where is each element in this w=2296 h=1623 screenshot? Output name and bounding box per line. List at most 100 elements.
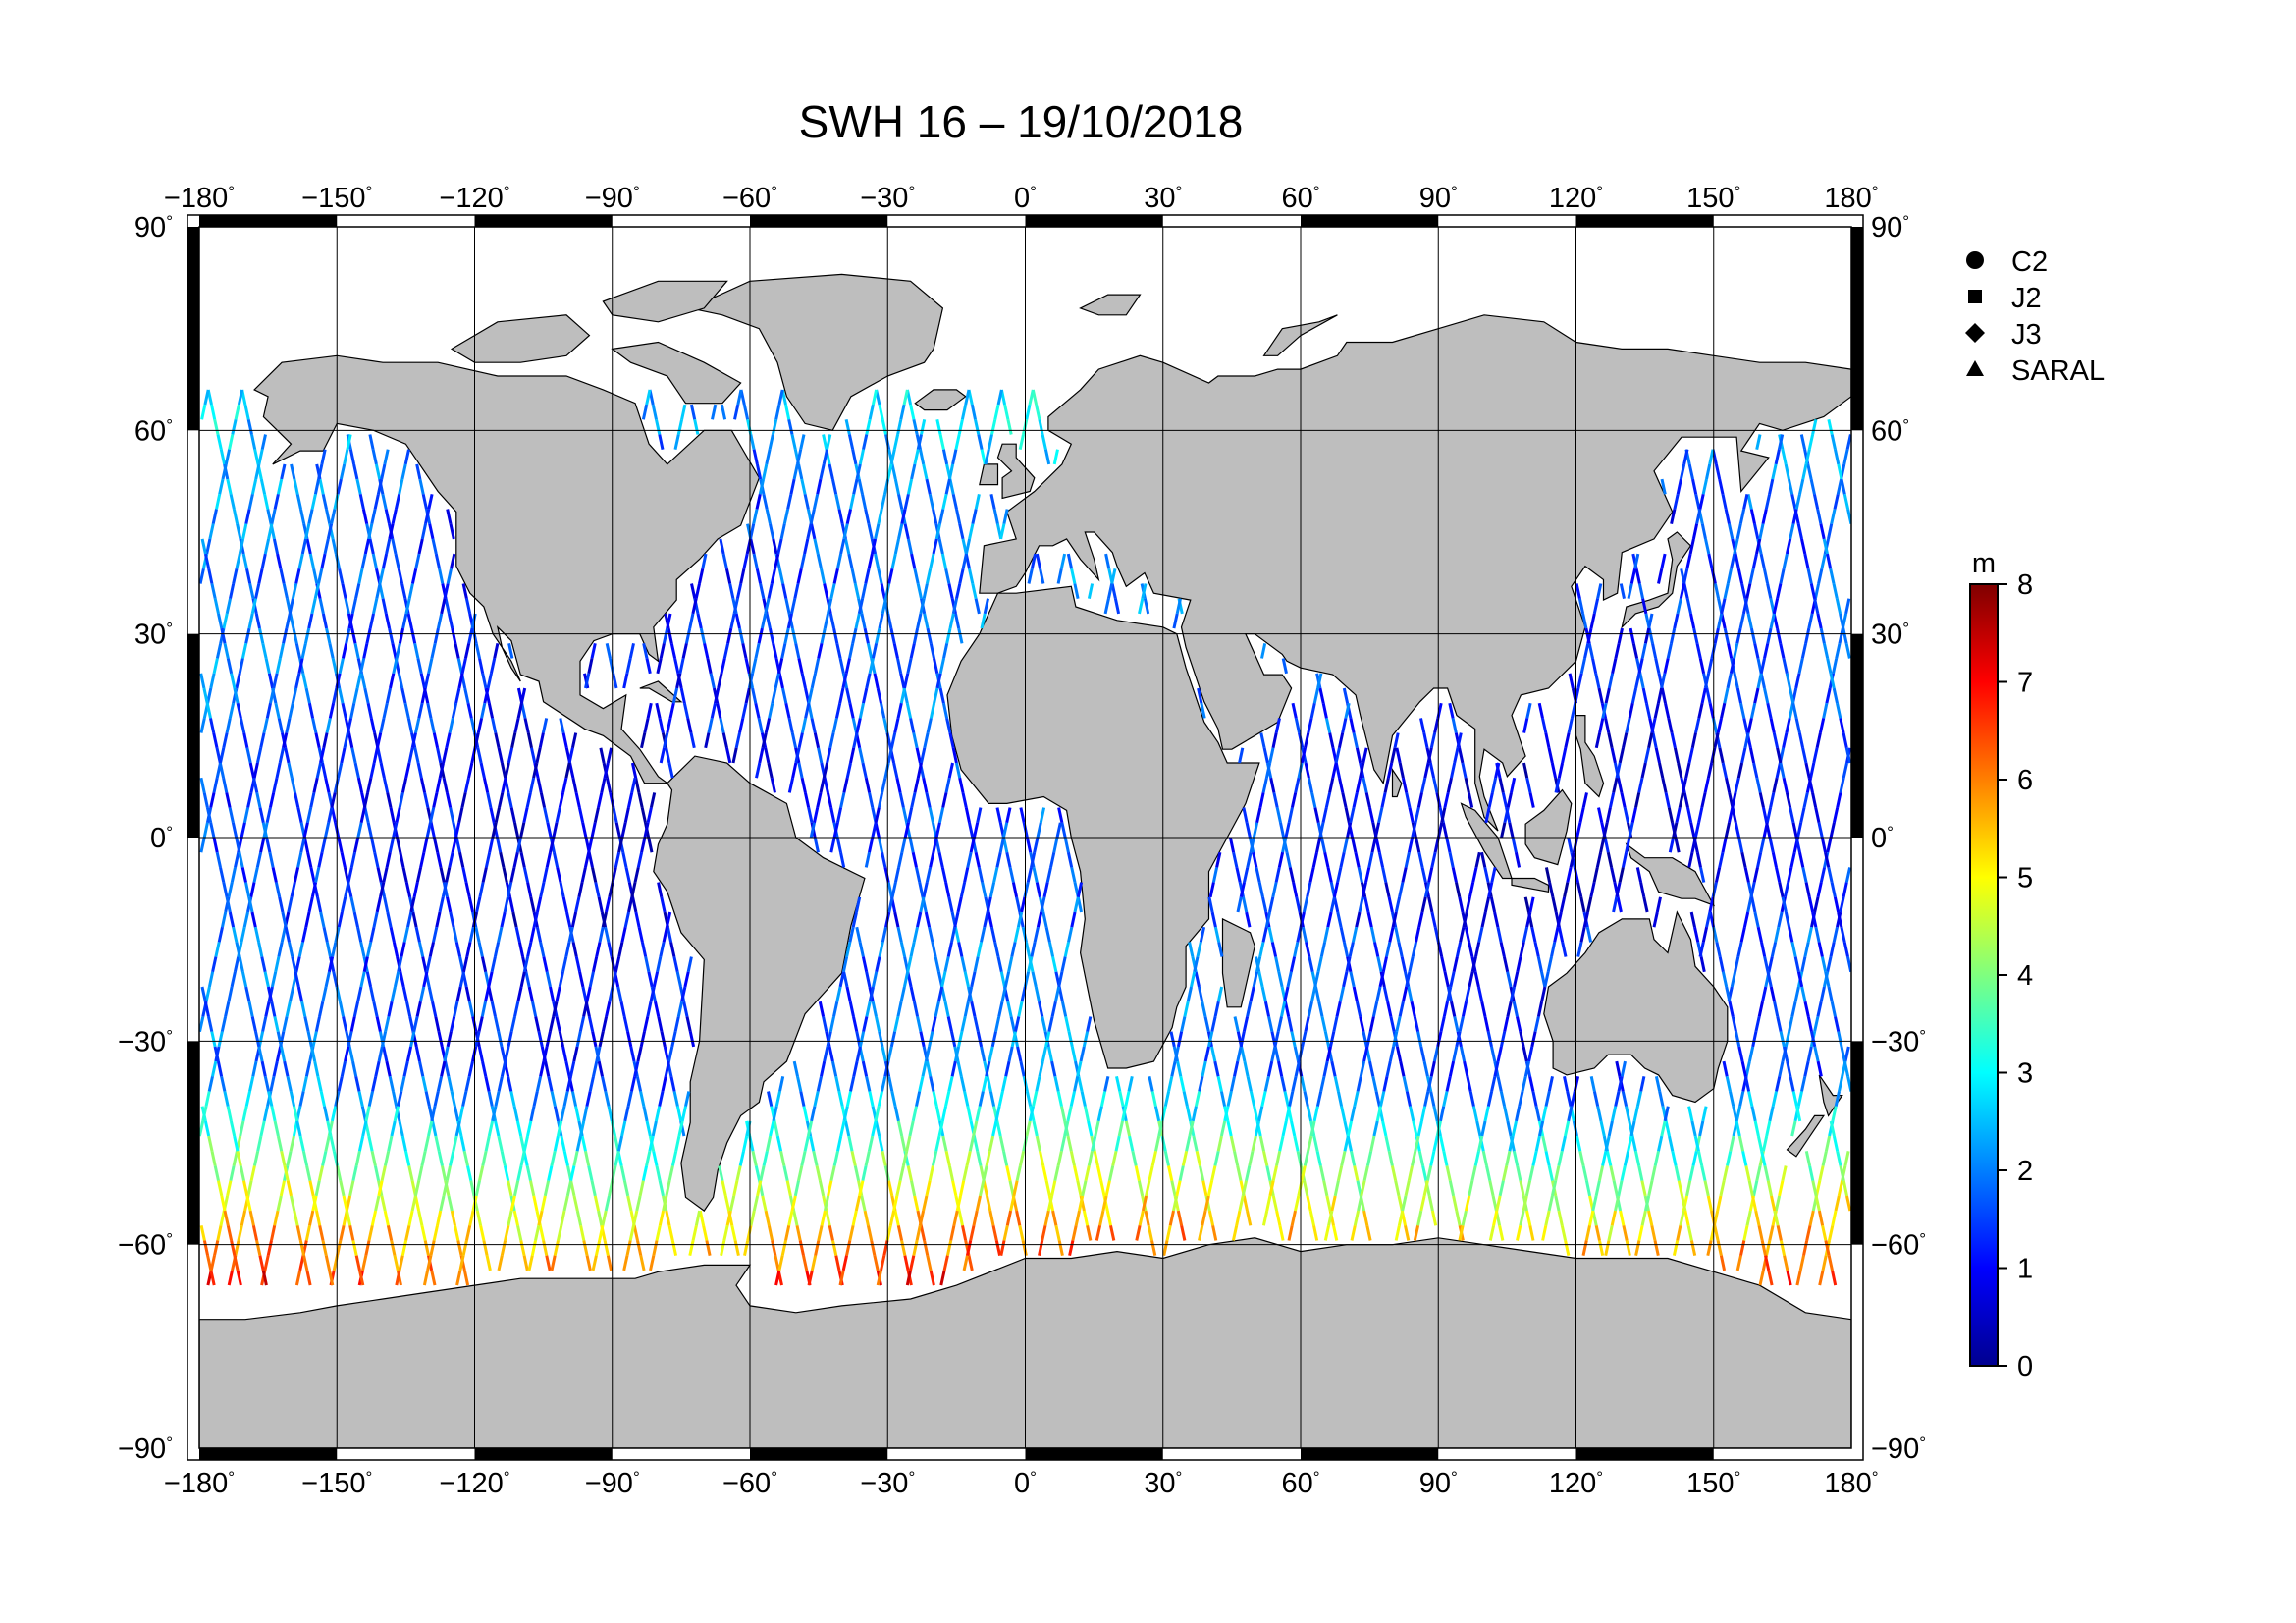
track-segment bbox=[691, 598, 698, 615]
track-segment bbox=[1362, 1210, 1369, 1226]
track-segment bbox=[790, 598, 797, 615]
track-segment bbox=[391, 642, 398, 659]
track-segment bbox=[572, 1195, 579, 1212]
satellite-tracks bbox=[199, 389, 1851, 1286]
track-segment bbox=[860, 1195, 867, 1212]
track-segment bbox=[347, 1031, 353, 1048]
track-segment bbox=[462, 1270, 470, 1286]
track-segment bbox=[1200, 702, 1206, 719]
track-segment bbox=[989, 493, 996, 510]
track-segment bbox=[456, 1240, 463, 1257]
track-segment bbox=[1025, 1120, 1032, 1137]
track-segment bbox=[1813, 583, 1821, 600]
track-segment bbox=[867, 553, 874, 569]
track-segment bbox=[393, 1255, 400, 1271]
track-segment bbox=[388, 627, 395, 644]
track-segment bbox=[759, 583, 766, 600]
track-segment bbox=[252, 762, 259, 779]
longitude-label: −180° bbox=[164, 183, 235, 214]
track-segment bbox=[318, 598, 325, 615]
track-segment bbox=[376, 867, 383, 883]
track-segment bbox=[372, 598, 379, 615]
track-segment bbox=[848, 1224, 855, 1241]
track-segment bbox=[240, 926, 246, 943]
track-segment bbox=[998, 1135, 1005, 1152]
track-segment bbox=[1073, 1165, 1080, 1182]
track-segment bbox=[965, 1150, 972, 1166]
track-segment bbox=[392, 1091, 399, 1108]
track-segment bbox=[1012, 1180, 1019, 1197]
track-segment bbox=[643, 822, 650, 839]
track-segment bbox=[529, 896, 536, 913]
track-segment bbox=[286, 1150, 293, 1166]
track-segment bbox=[555, 1016, 561, 1033]
track-segment bbox=[484, 1075, 491, 1092]
track-segment bbox=[1809, 762, 1816, 779]
track-segment bbox=[279, 568, 286, 584]
track-segment bbox=[641, 1165, 649, 1182]
track-segment bbox=[838, 971, 845, 988]
track-segment bbox=[529, 926, 536, 943]
track-segment bbox=[858, 1031, 866, 1048]
track-segment bbox=[417, 538, 424, 555]
track-segment bbox=[1808, 1210, 1815, 1226]
track-segment bbox=[443, 1046, 450, 1062]
track-segment bbox=[1110, 568, 1117, 584]
track-segment bbox=[522, 1135, 529, 1152]
track-segment bbox=[260, 553, 267, 569]
track-segment bbox=[460, 658, 467, 675]
track-segment bbox=[616, 1135, 624, 1152]
track-segment bbox=[481, 673, 488, 689]
track-segment bbox=[659, 942, 666, 957]
track-segment bbox=[1736, 942, 1743, 957]
track-segment bbox=[491, 718, 498, 733]
track-segment bbox=[881, 1075, 887, 1092]
track-segment bbox=[392, 942, 400, 957]
track-segment bbox=[978, 1091, 985, 1108]
track-segment bbox=[897, 851, 904, 868]
track-segment bbox=[383, 1210, 390, 1226]
track-segment bbox=[852, 732, 859, 749]
track-segment bbox=[1843, 1150, 1850, 1166]
track-segment bbox=[542, 867, 549, 883]
track-segment bbox=[1788, 1016, 1794, 1033]
track-segment bbox=[1035, 404, 1041, 420]
track-segment bbox=[787, 418, 794, 435]
track-segment bbox=[259, 732, 266, 749]
track-segment bbox=[1797, 658, 1804, 675]
track-segment bbox=[391, 538, 398, 555]
track-segment bbox=[1043, 449, 1051, 465]
track-segment bbox=[418, 1060, 425, 1077]
track-segment bbox=[476, 718, 484, 733]
track-segment bbox=[928, 493, 935, 510]
track-segment bbox=[644, 956, 651, 973]
track-segment bbox=[522, 867, 530, 883]
track-segment bbox=[1355, 1001, 1362, 1017]
track-segment bbox=[767, 1091, 774, 1108]
track-segment bbox=[449, 911, 455, 928]
track-segment bbox=[820, 1060, 827, 1077]
track-segment bbox=[960, 956, 967, 973]
track-segment bbox=[1271, 1195, 1279, 1212]
track-segment bbox=[1746, 896, 1753, 913]
track-segment bbox=[626, 1091, 633, 1108]
track-segment bbox=[397, 568, 404, 584]
track-segment bbox=[881, 598, 887, 615]
track-segment bbox=[534, 1016, 541, 1033]
track-segment bbox=[227, 882, 234, 898]
track-segment bbox=[1794, 673, 1801, 689]
track-segment bbox=[732, 598, 739, 615]
track-segment bbox=[623, 911, 630, 928]
track-segment bbox=[230, 867, 237, 883]
track-segment bbox=[1374, 1091, 1381, 1108]
track-segment bbox=[929, 642, 935, 659]
track-segment bbox=[656, 956, 663, 973]
track-segment bbox=[415, 1001, 422, 1017]
track-segment bbox=[238, 658, 244, 675]
track-segment bbox=[325, 627, 332, 644]
track-segment bbox=[1726, 1150, 1733, 1166]
track-segment bbox=[951, 1180, 958, 1197]
track-segment bbox=[1270, 942, 1278, 957]
track-segment bbox=[294, 1270, 302, 1286]
track-segment bbox=[1770, 942, 1778, 957]
